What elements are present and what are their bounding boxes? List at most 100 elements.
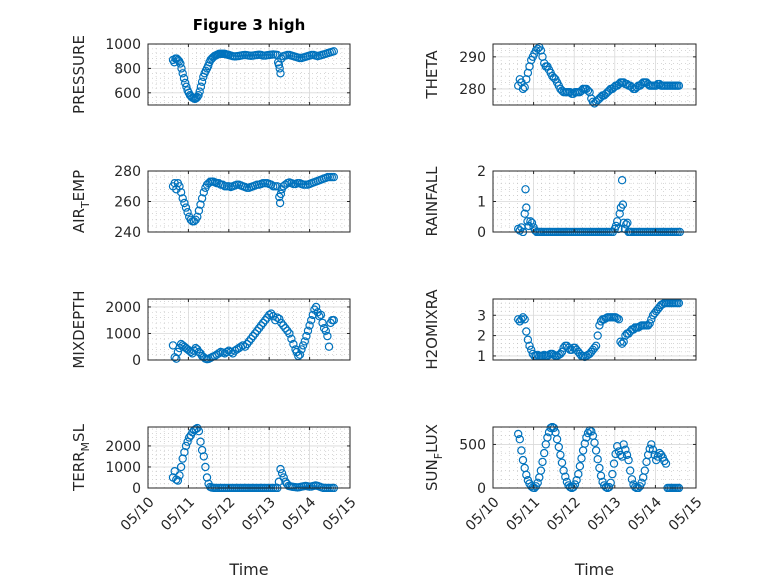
subplot-h2omixra: 1 2 3 H2OMIXRA — [423, 289, 697, 370]
data-point — [323, 331, 332, 341]
data-point — [238, 341, 248, 350]
data-point — [617, 339, 627, 348]
x-tick-label: 05/13 — [585, 494, 625, 534]
data-point — [574, 469, 583, 479]
data-point — [175, 471, 184, 480]
data-point — [285, 329, 294, 338]
data-point — [273, 313, 282, 322]
data-point — [540, 448, 549, 458]
data-point — [214, 349, 223, 358]
data-point — [559, 466, 568, 475]
data-point — [645, 319, 654, 328]
y-tick-label: 1 — [477, 349, 486, 365]
data-point — [523, 217, 532, 226]
data-point — [536, 466, 546, 475]
data-point — [275, 64, 284, 73]
y-axis-label: SUNFLUX — [423, 424, 445, 491]
data-point — [587, 427, 596, 436]
data-point — [275, 314, 284, 324]
data-point — [557, 458, 567, 467]
data-point — [295, 350, 305, 359]
data-point — [170, 467, 179, 476]
data-point — [616, 450, 625, 460]
data-point — [522, 203, 531, 212]
data-point — [614, 315, 624, 324]
data-point — [623, 218, 632, 227]
data-point — [303, 326, 313, 335]
data-point — [196, 437, 205, 446]
data-point — [637, 478, 646, 487]
x-tick-label: 05/10 — [118, 494, 158, 534]
subplot-sun-flux: 0 500 05/10 05/11 05/12 05/13 05/14 05/15 SUNFLU… — [423, 423, 706, 579]
data-point — [613, 314, 622, 323]
data-point — [297, 345, 306, 354]
subplot-air-temp: 240 260 280 AIRTEMP — [70, 164, 351, 241]
data-point — [179, 73, 189, 83]
data-point — [648, 445, 658, 454]
data-series — [514, 43, 684, 108]
data-point — [593, 455, 602, 464]
data-point — [194, 90, 203, 100]
data-point — [183, 207, 192, 217]
x-tick-label: 05/15 — [320, 494, 360, 534]
y-tick-label: 280 — [459, 82, 486, 98]
data-point — [248, 331, 258, 341]
y-tick-label: 1000 — [105, 460, 141, 476]
data-point — [181, 203, 191, 212]
data-point — [520, 209, 529, 218]
data-point — [315, 312, 324, 321]
axes-frame — [492, 298, 697, 361]
data-point — [281, 180, 290, 189]
data-point — [523, 335, 533, 344]
data-point — [300, 337, 309, 346]
data-point — [305, 321, 314, 330]
data-point — [572, 476, 581, 485]
data-point — [176, 462, 186, 472]
data-point — [289, 339, 298, 349]
data-point — [521, 185, 530, 194]
y-tick-label: 1000 — [105, 37, 141, 53]
x-tick-label: 05/11 — [503, 494, 543, 534]
x-tick-label: 05/11 — [158, 494, 198, 534]
axes-frame — [492, 43, 697, 106]
y-tick-label: 0 — [477, 225, 486, 241]
data-point — [515, 435, 525, 444]
data-point — [517, 315, 526, 324]
data-point — [199, 452, 208, 461]
data-series — [514, 423, 684, 492]
data-point — [244, 337, 254, 346]
data-point — [591, 446, 601, 455]
data-point — [201, 462, 210, 472]
y-tick-label: 1 — [477, 195, 486, 211]
data-point — [619, 337, 628, 346]
data-point — [252, 326, 262, 335]
data-point — [316, 310, 326, 320]
data-point — [279, 321, 288, 330]
data-point — [593, 331, 602, 340]
y-tick-label: 3 — [477, 308, 486, 324]
subplot-pressure: 600 800 1000 PRESSURE Figure 3 high — [70, 16, 351, 114]
y-axis-label: RAINFALL — [423, 166, 441, 237]
data-point — [277, 469, 287, 478]
data-point — [176, 59, 185, 68]
data-point — [518, 313, 528, 322]
data-point — [193, 92, 202, 102]
data-point — [624, 455, 633, 465]
data-point — [302, 331, 311, 341]
data-point — [181, 441, 191, 451]
data-point — [218, 180, 227, 189]
data-point — [520, 83, 529, 92]
data-point — [276, 189, 286, 199]
subplot-mixdepth: 0 1000 2000 MIXDEPTH — [70, 290, 351, 369]
y-tick-label: 500 — [459, 437, 486, 453]
data-point — [520, 315, 529, 324]
y-tick-label: 600 — [114, 86, 141, 102]
x-tick-label: 05/10 — [463, 494, 503, 534]
data-point — [561, 472, 570, 481]
data-point — [575, 462, 585, 471]
data-point — [604, 482, 614, 492]
data-point — [522, 327, 531, 336]
data-point — [590, 438, 599, 447]
x-tick-label: 05/14 — [625, 494, 665, 534]
